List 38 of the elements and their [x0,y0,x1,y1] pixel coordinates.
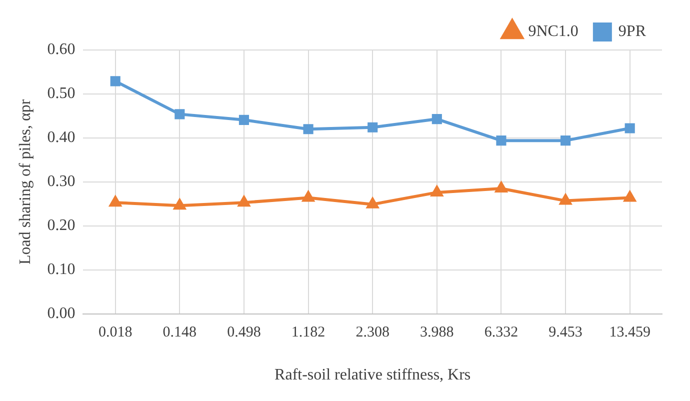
y-tick-label: 0.00 [47,305,76,322]
y-tick-label: 0.60 [47,41,76,58]
legend-label: 9PR [618,23,646,40]
point [368,122,378,132]
point [560,136,571,146]
x-tick-label: 0.498 [227,324,261,341]
y-tick-label: 0.20 [47,217,76,234]
point [432,114,442,124]
point [238,114,250,125]
point [560,194,572,205]
point [110,76,120,86]
legend-label: 9NC1.0 [528,23,578,40]
x-axis-title: Raft-soil relative stiffness, Krs [274,366,471,384]
point [174,199,186,210]
x-tick-label: 6.332 [484,324,518,341]
x-tick-label: 9.453 [548,324,582,341]
point [302,191,314,202]
point [303,124,314,134]
y-tick-label: 0.30 [47,173,76,190]
y-tick-label: 0.50 [47,85,76,102]
point [174,109,185,120]
y-axis-title: Load sharing of piles, αpr [16,98,34,265]
x-tick-label: 2.308 [356,324,390,341]
y-tick-label: 0.40 [47,129,76,146]
x-tick-label: 0.018 [98,324,132,341]
x-tick-label: 1.182 [291,324,326,341]
point [624,191,636,202]
point [366,198,378,208]
point [624,123,635,134]
x-tick-label: 13.459 [609,324,650,341]
point [496,136,506,146]
y-tick-label: 0.10 [47,261,76,278]
point [431,186,443,196]
x-tick-label: 3.988 [420,324,454,341]
x-tick-label: 0.148 [162,324,197,341]
point [110,196,122,207]
point [495,182,508,192]
point [238,196,250,207]
